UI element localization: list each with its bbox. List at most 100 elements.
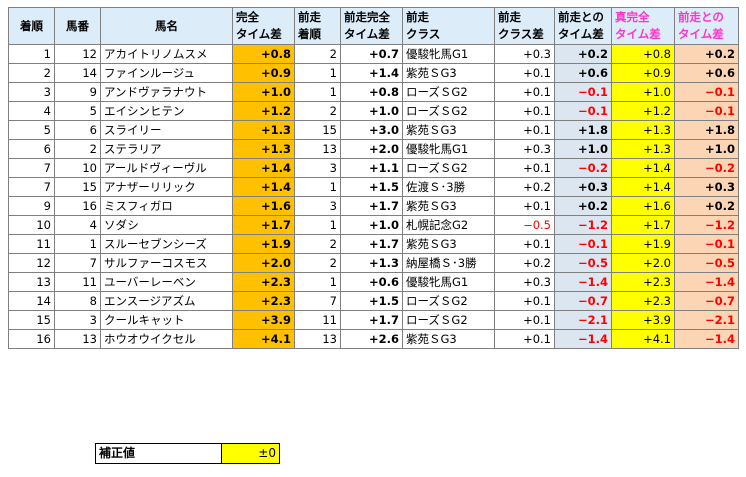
cell-prev-rank: 1 (294, 215, 341, 235)
cell-true-diff-from-prev: −0.1 (674, 101, 739, 121)
header-diff-from-prev-line1: 前走との (558, 10, 604, 24)
table-row: 5 6 スライリー +1.3 15 +3.0 紫苑ＳG3 +0.1 +1.8 +1.3 +1.8 (8, 120, 739, 140)
cell-horse-number: 6 (54, 120, 101, 140)
cell-true-time-diff: +2.0 (611, 253, 675, 273)
cell-prev-class: 佐渡Ｓ･3勝 (402, 177, 495, 197)
cell-horse-name: アカイトリノムスメ (100, 44, 233, 64)
cell-true-diff-from-prev: +1.8 (674, 120, 739, 140)
table-row: 1 12 アカイトリノムスメ +0.8 2 +0.7 優駿牝馬G1 +0.3 +0.2 +0.8 +… (8, 44, 739, 64)
cell-prev-time-diff: +1.4 (340, 63, 403, 83)
table-row: 7 15 アナザーリリック +1.4 1 +1.5 佐渡Ｓ･3勝 +0.2 +0.3 +1.4 +0… (8, 177, 739, 197)
cell-diff-from-prev: −1.2 (554, 215, 612, 235)
cell-rank: 3 (8, 82, 55, 102)
cell-rank: 13 (8, 272, 55, 292)
header-true-diff-from-prev-line1: 前走との (678, 10, 724, 24)
cell-horse-number: 2 (54, 139, 101, 159)
cell-time-diff: +2.3 (232, 272, 295, 292)
cell-diff-from-prev: −0.7 (554, 291, 612, 311)
cell-horse-number: 10 (54, 158, 101, 178)
cell-horse-name: ソダシ (100, 215, 233, 235)
cell-time-diff: +2.3 (232, 291, 295, 311)
header-prev-time-diff-line1: 前走完全 (344, 10, 390, 24)
cell-prev-rank: 7 (294, 291, 341, 311)
cell-rank: 16 (8, 329, 55, 349)
cell-class-diff: +0.1 (494, 291, 555, 311)
header-prev-rank-line2: 着順 (298, 27, 321, 41)
table-row: 4 5 エイシンヒテン +1.2 2 +1.0 ローズＳG2 +0.1 −0.1 +1.2 −0.1 (8, 101, 739, 121)
header-diff-from-prev: 前走との タイム差 (554, 7, 612, 45)
cell-prev-rank: 2 (294, 44, 341, 64)
header-prev-rank-line1: 前走 (298, 10, 321, 24)
cell-horse-name: アールドヴィーヴル (100, 158, 233, 178)
cell-rank: 7 (8, 177, 55, 197)
cell-time-diff: +0.8 (232, 44, 295, 64)
cell-time-diff: +1.4 (232, 158, 295, 178)
cell-prev-class: ローズＳG2 (402, 291, 495, 311)
cell-true-time-diff: +1.4 (611, 158, 675, 178)
cell-prev-time-diff: +2.6 (340, 329, 403, 349)
cell-time-diff: +3.9 (232, 310, 295, 330)
cell-diff-from-prev: −0.2 (554, 158, 612, 178)
cell-true-diff-from-prev: −0.1 (674, 82, 739, 102)
cell-horse-number: 7 (54, 253, 101, 273)
header-prev-time-diff: 前走完全 タイム差 (340, 7, 403, 45)
cell-horse-name: エンスージアズム (100, 291, 233, 311)
cell-prev-time-diff: +2.0 (340, 139, 403, 159)
table-row: 10 4 ソダシ +1.7 1 +1.0 札幌記念G2 −0.5 −1.2 +1.7 −1.2 (8, 215, 739, 235)
cell-diff-from-prev: −1.4 (554, 272, 612, 292)
cell-true-time-diff: +2.3 (611, 272, 675, 292)
cell-diff-from-prev: +0.3 (554, 177, 612, 197)
cell-true-diff-from-prev: −1.2 (674, 215, 739, 235)
header-rank: 着順 (8, 7, 55, 45)
cell-class-diff: +0.2 (494, 253, 555, 273)
cell-prev-class: 紫苑ＳG3 (402, 329, 495, 349)
cell-prev-class: 優駿牝馬G1 (402, 272, 495, 292)
cell-horse-name: クールキャット (100, 310, 233, 330)
cell-prev-class: 優駿牝馬G1 (402, 139, 495, 159)
cell-rank: 2 (8, 63, 55, 83)
cell-class-diff: +0.3 (494, 139, 555, 159)
cell-time-diff: +1.6 (232, 196, 295, 216)
cell-horse-name: ホウオウイクセル (100, 329, 233, 349)
header-prev-class-line2: クラス (406, 27, 441, 41)
cell-prev-class: ローズＳG2 (402, 310, 495, 330)
cell-horse-number: 1 (54, 234, 101, 254)
cell-prev-rank: 11 (294, 310, 341, 330)
table-row: 16 13 ホウオウイクセル +4.1 13 +2.6 紫苑ＳG3 +0.1 −1.4 +4.1−… (8, 329, 739, 349)
cell-true-time-diff: +1.6 (611, 196, 675, 216)
header-true-time-diff: 真完全 タイム差 (611, 7, 675, 45)
cell-prev-rank: 1 (294, 272, 341, 292)
cell-prev-time-diff: +1.7 (340, 234, 403, 254)
cell-diff-from-prev: −0.1 (554, 101, 612, 121)
header-class-diff: 前走 クラス差 (494, 7, 555, 45)
cell-horse-name: ミスフィガロ (100, 196, 233, 216)
cell-diff-from-prev: −1.4 (554, 329, 612, 349)
cell-prev-time-diff: +3.0 (340, 120, 403, 140)
cell-time-diff: +0.9 (232, 63, 295, 83)
header-horse-number: 馬番 (54, 7, 101, 45)
cell-true-diff-from-prev: −0.5 (674, 253, 739, 273)
cell-prev-class: 紫苑ＳG3 (402, 120, 495, 140)
cell-true-diff-from-prev: +0.3 (674, 177, 739, 197)
header-class-diff-line2: クラス差 (498, 27, 544, 41)
cell-true-time-diff: +1.3 (611, 120, 675, 140)
cell-true-diff-from-prev: +0.2 (674, 44, 739, 64)
cell-true-diff-from-prev: −0.1 (674, 234, 739, 254)
cell-prev-rank: 2 (294, 253, 341, 273)
table-row: 9 16 ミスフィガロ +1.6 3 +1.7 紫苑ＳG3 +0.1 +0.2 +1.6 +0.2 (8, 196, 739, 216)
cell-true-time-diff: +0.8 (611, 44, 675, 64)
cell-horse-number: 8 (54, 291, 101, 311)
cell-diff-from-prev: −0.5 (554, 253, 612, 273)
cell-time-diff: +1.7 (232, 215, 295, 235)
table-row: 7 10 アールドヴィーヴル +1.4 3 +1.1 ローズＳG2 +0.1 −0.2 +1.4−… (8, 158, 739, 178)
cell-class-diff: +0.1 (494, 196, 555, 216)
cell-prev-time-diff: +0.6 (340, 272, 403, 292)
cell-class-diff: +0.1 (494, 310, 555, 330)
cell-prev-time-diff: +1.1 (340, 158, 403, 178)
cell-prev-rank: 3 (294, 158, 341, 178)
cell-true-diff-from-prev: +0.2 (674, 196, 739, 216)
header-prev-class: 前走 クラス (402, 7, 495, 45)
cell-horse-number: 11 (54, 272, 101, 292)
header-prev-time-diff-line2: タイム差 (344, 27, 390, 41)
cell-rank: 9 (8, 196, 55, 216)
